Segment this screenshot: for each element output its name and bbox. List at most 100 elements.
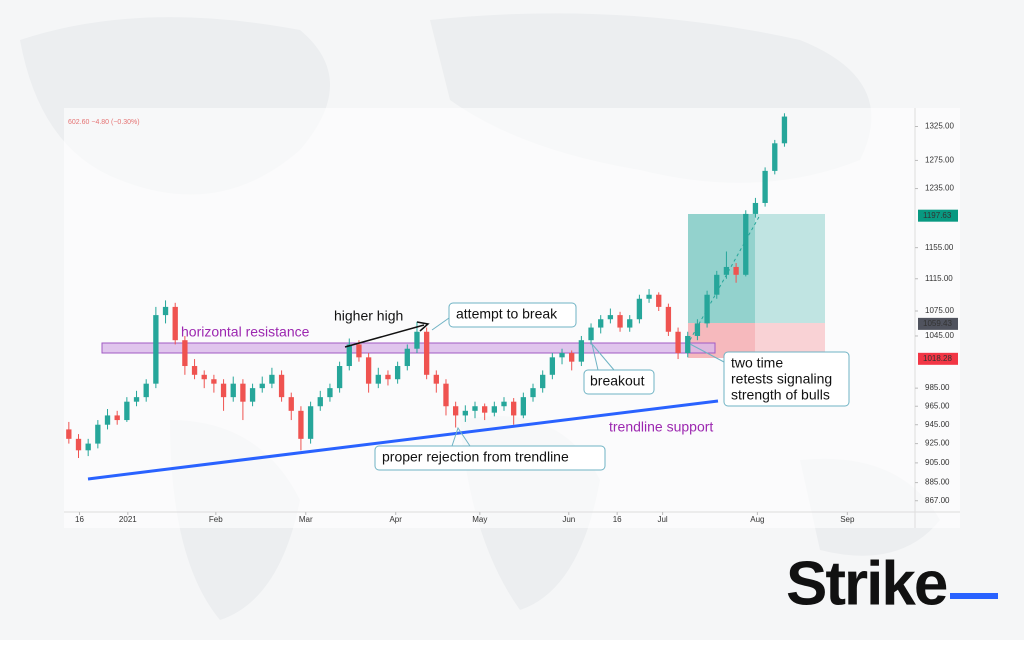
- candle-body: [443, 383, 449, 407]
- brand-logo: Strike: [786, 549, 947, 618]
- candle-body: [462, 410, 468, 416]
- rejection-label: proper rejection from trendline: [382, 449, 569, 465]
- price-tag-label: 1059.43: [923, 319, 952, 328]
- y-tick-label: 1075.00: [925, 306, 954, 315]
- price-tag: [918, 209, 958, 222]
- price-tag-label: 1018.28: [923, 354, 952, 363]
- candle-body: [124, 401, 130, 421]
- breakout-label: breakout: [590, 373, 645, 389]
- candle-body: [646, 294, 652, 299]
- resistance-label: horizontal resistance: [181, 324, 310, 340]
- candle-body: [433, 374, 439, 384]
- callout-tail: [689, 343, 725, 363]
- candle-body: [385, 374, 391, 380]
- candle-body: [269, 374, 275, 384]
- y-tick-label: 905.00: [925, 458, 950, 467]
- candle-body: [404, 348, 410, 367]
- candle-body: [259, 383, 265, 389]
- candle-body: [220, 383, 227, 398]
- candle-body: [336, 366, 343, 389]
- candle-body: [288, 397, 294, 411]
- brand-underline: [950, 593, 998, 599]
- y-tick-label: 1045.00: [925, 331, 954, 340]
- callout-tail: [591, 343, 615, 371]
- candle-body: [153, 315, 159, 384]
- trendline: [87, 399, 719, 481]
- candle-body: [365, 357, 372, 384]
- trendline-label: trendline support: [609, 419, 713, 435]
- candle-body: [714, 274, 720, 295]
- candle-body: [172, 306, 178, 341]
- header-text: 602.60 −4.80 (−0.30%): [68, 119, 140, 126]
- candle-body: [520, 397, 527, 416]
- breakout-box: [583, 369, 655, 395]
- y-tick-label: 867.00: [925, 496, 950, 505]
- arrow-head: [416, 321, 430, 332]
- x-tick-label: Jun: [562, 515, 575, 524]
- candle-body: [182, 340, 188, 367]
- x-tick-label: 16: [613, 515, 622, 524]
- price-tag: [918, 352, 958, 365]
- retests-label: retests signaling: [731, 371, 832, 387]
- x-tick-label: Apr: [389, 515, 402, 524]
- candle-body: [114, 415, 120, 421]
- candle-body: [723, 266, 730, 275]
- candle-body: [423, 331, 430, 375]
- x-tick-label: 2021: [119, 515, 137, 524]
- y-tick-label: 1115.00: [925, 274, 953, 283]
- candle-body: [317, 397, 323, 407]
- attempt-box: [448, 302, 577, 328]
- candle-body: [414, 331, 420, 349]
- candle-body: [540, 374, 546, 389]
- candle-body: [733, 266, 739, 275]
- candle-body: [346, 344, 352, 367]
- candle-body: [607, 315, 614, 320]
- candle-body: [85, 443, 91, 451]
- price-tag: [918, 317, 958, 330]
- x-tick-label: 16: [75, 515, 84, 524]
- candle-body: [230, 383, 236, 398]
- candle-body: [772, 143, 778, 171]
- candle-body: [211, 379, 217, 384]
- candle-body: [578, 340, 585, 362]
- candle-body: [549, 357, 556, 375]
- candle-body: [675, 331, 681, 354]
- candle-body: [685, 335, 691, 354]
- candle-body: [665, 306, 672, 332]
- candle-body: [307, 406, 314, 439]
- candle-body: [66, 429, 72, 439]
- candle-body: [694, 323, 701, 336]
- candle-body: [656, 294, 662, 307]
- candle-body: [743, 213, 749, 275]
- candle-body: [278, 374, 285, 398]
- candle-body: [298, 410, 304, 439]
- candle-body: [598, 319, 604, 328]
- x-tick-label: Jul: [657, 515, 667, 524]
- candle-body: [501, 401, 507, 407]
- candle-body: [559, 353, 565, 358]
- candle-body: [752, 202, 759, 214]
- y-tick-label: 1325.00: [925, 122, 954, 131]
- candle-body: [162, 306, 169, 316]
- candle-body: [491, 406, 497, 413]
- retests-box: [723, 351, 850, 407]
- y-tick-label: 945.00: [925, 420, 950, 429]
- y-tick-label: 1155.00: [925, 243, 954, 252]
- retests-label: two time: [731, 355, 783, 371]
- x-tick-label: Mar: [299, 515, 313, 524]
- candle-body: [95, 424, 101, 444]
- candle-body: [240, 383, 246, 402]
- higher-high-line: [344, 324, 425, 348]
- candle-body: [482, 406, 488, 413]
- candle-body: [191, 366, 198, 375]
- candle-body: [143, 383, 149, 398]
- candle-body: [394, 366, 401, 380]
- y-tick-label: 1275.00: [925, 156, 954, 165]
- y-tick-label: 925.00: [925, 439, 950, 448]
- retests-label: strength of bulls: [731, 387, 830, 403]
- candle-body: [356, 344, 362, 358]
- candle-body: [452, 406, 459, 416]
- callout-tail: [431, 317, 450, 331]
- candle-body: [704, 294, 710, 324]
